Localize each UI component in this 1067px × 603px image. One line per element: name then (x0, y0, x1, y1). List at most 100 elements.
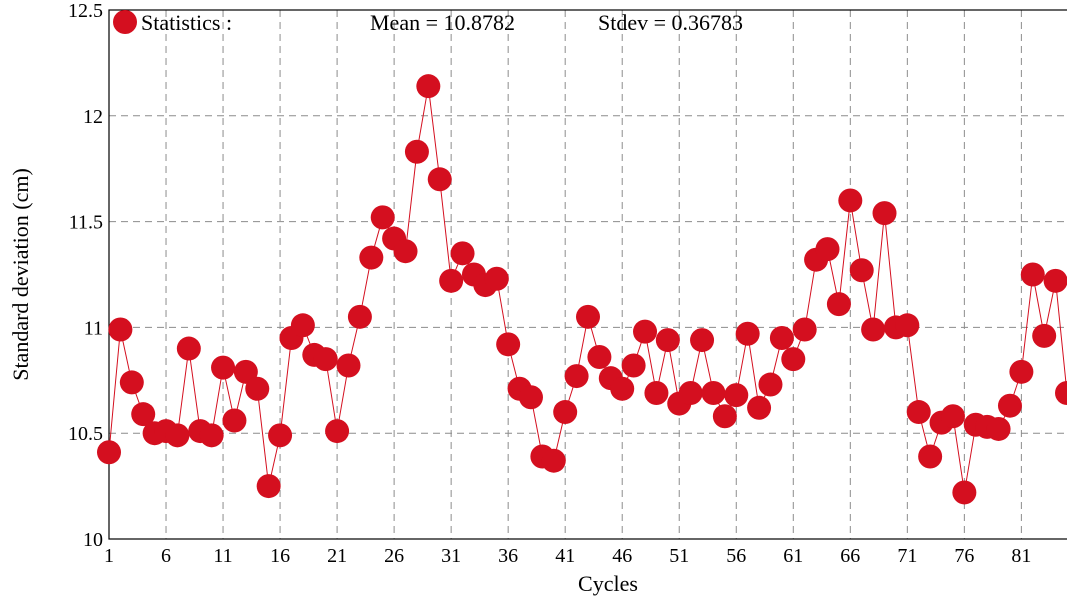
data-point (758, 372, 783, 397)
data-point (644, 380, 669, 405)
data-point (541, 448, 566, 473)
data-point (496, 332, 521, 357)
data-point (222, 408, 247, 433)
data-point (404, 139, 429, 164)
data-point (211, 355, 236, 380)
data-point (119, 370, 144, 395)
data-point (553, 400, 578, 425)
legend-marker (113, 10, 137, 34)
x-tick-label: 26 (384, 545, 404, 567)
data-point (131, 402, 156, 427)
data-point (678, 380, 703, 405)
data-point (290, 313, 315, 338)
data-point (633, 319, 658, 344)
data-point (861, 317, 886, 342)
x-tick-label: 56 (726, 545, 746, 567)
data-point (416, 74, 441, 99)
x-tick-labels: 1 6 11 16 21 26 31 36 41 46 51 56 61 66 71 76 81 (104, 545, 1031, 567)
data-point (268, 423, 293, 448)
data-point (712, 404, 737, 429)
data-point (587, 345, 612, 370)
data-point (233, 359, 258, 384)
data-point (792, 317, 817, 342)
data-point (576, 304, 600, 329)
data-point (952, 480, 977, 505)
x-tick-label: 16 (270, 545, 290, 567)
y-tick-label: 10.5 (68, 423, 103, 445)
data-point (245, 376, 270, 401)
x-tick-label: 1 (104, 545, 114, 567)
legend-label: Statistics : (141, 10, 232, 35)
data-point (347, 304, 372, 329)
legend: Statistics : Mean = 10.8782 Stdev = 0.36… (113, 10, 743, 35)
data-point (370, 205, 395, 230)
data-point (826, 292, 851, 317)
data-point (313, 347, 338, 372)
data-point (781, 347, 806, 372)
data-point (176, 336, 201, 361)
y-tick-label: 12.5 (68, 0, 103, 22)
y-axis-label: Standard deviation (cm) (8, 168, 33, 381)
x-axis-label: Cycles (578, 571, 638, 596)
data-point (610, 376, 635, 401)
data-point (986, 416, 1011, 441)
x-tick-label: 11 (213, 545, 232, 567)
x-tick-label: 61 (783, 545, 803, 567)
data-point (1043, 268, 1067, 293)
data-point (849, 258, 874, 283)
y-tick-label: 10 (83, 529, 103, 551)
series (97, 74, 1067, 505)
data-point (256, 474, 281, 499)
data-point (655, 328, 680, 353)
data-point (199, 423, 224, 448)
data-point (895, 313, 920, 338)
x-tick-label: 41 (555, 545, 575, 567)
data-point (1055, 380, 1067, 405)
series-line (108, 86, 1067, 493)
x-tick-label: 71 (897, 545, 917, 567)
data-point (518, 385, 543, 410)
y-tick-label: 11 (84, 317, 103, 339)
data-point (1009, 359, 1034, 384)
x-tick-label: 46 (612, 545, 632, 567)
x-tick-label: 81 (1011, 545, 1031, 567)
data-point (165, 423, 190, 448)
data-point (325, 419, 350, 444)
data-point (108, 317, 133, 342)
data-point (1020, 262, 1045, 287)
data-point (872, 201, 897, 226)
data-point (359, 245, 384, 270)
data-point (393, 239, 418, 264)
data-point (1032, 323, 1057, 348)
data-point (815, 237, 840, 262)
data-point (690, 328, 715, 353)
data-point (838, 188, 863, 213)
y-tick-label: 12 (83, 106, 103, 128)
data-point (769, 325, 794, 350)
x-tick-label: 21 (327, 545, 347, 567)
data-point (336, 353, 361, 378)
x-tick-label: 51 (669, 545, 689, 567)
data-point (427, 167, 452, 192)
data-point (997, 393, 1022, 418)
x-tick-label: 6 (161, 545, 171, 567)
data-point (747, 395, 772, 420)
legend-mean: Mean = 10.8782 (370, 10, 515, 35)
y-tick-label: 11.5 (69, 212, 103, 234)
data-point (724, 383, 749, 408)
plot-frame (108, 9, 1067, 540)
x-tick-label: 36 (498, 545, 518, 567)
x-tick-label: 31 (441, 545, 461, 567)
x-tick-label: 76 (954, 545, 974, 567)
data-point (906, 400, 931, 425)
x-tick-label: 66 (840, 545, 860, 567)
data-point (439, 268, 464, 293)
data-point (484, 266, 509, 291)
data-point (701, 380, 726, 405)
data-point (940, 404, 965, 429)
data-point (621, 353, 646, 378)
data-point (450, 241, 475, 266)
legend-stdev: Stdev = 0.36783 (598, 10, 743, 35)
y-tick-labels: 10 10.5 11 11.5 12 12.5 (68, 0, 103, 551)
